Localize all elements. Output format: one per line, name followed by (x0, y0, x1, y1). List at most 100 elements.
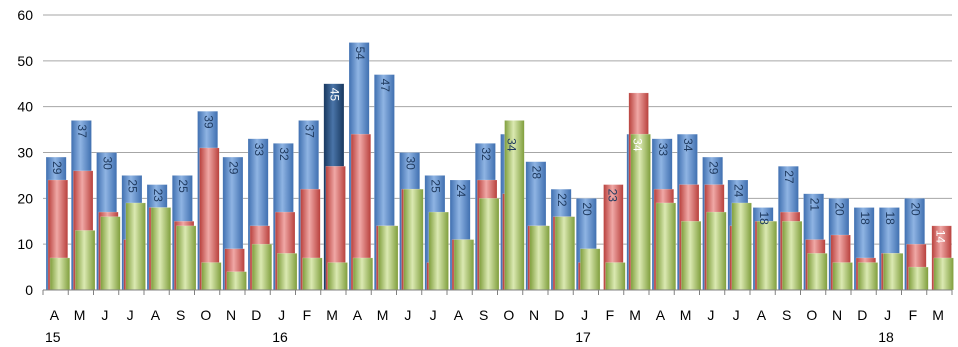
series-3-bar (403, 188, 424, 291)
x-tick-label: O (806, 307, 817, 323)
x-tick-label: O (503, 307, 514, 323)
data-label: 18 (757, 212, 771, 226)
x-tick-label: N (226, 307, 236, 323)
y-tick-label: 50 (17, 53, 33, 69)
x-tick-label: S (479, 307, 488, 323)
series-3-bar (857, 262, 879, 291)
data-label: 22 (555, 193, 569, 207)
series-3-bar (251, 243, 273, 291)
series-3-bar (226, 271, 247, 291)
y-tick-label: 20 (17, 190, 33, 206)
x-tick-label: N (529, 307, 539, 323)
x-tick-label: D (251, 307, 261, 323)
x-tick-label: D (554, 307, 564, 323)
data-label: 30 (403, 157, 417, 171)
x-tick-label: F (303, 307, 312, 323)
y-tick-label: 30 (17, 145, 33, 161)
series-3-bar (908, 266, 929, 291)
x-tick-label: J (278, 307, 285, 323)
year-label: 17 (575, 329, 591, 345)
x-tick-label: A (656, 307, 666, 323)
x-tick-label: N (832, 307, 842, 323)
data-label: 24 (732, 184, 746, 198)
series-3-bar (378, 225, 399, 291)
y-axis: 0 10 20 30 40 50 60 (17, 7, 33, 298)
x-tick-label: M (74, 307, 86, 323)
series-3-bar (605, 262, 626, 291)
x-tick-label: M (932, 307, 944, 323)
data-label: 47 (378, 79, 392, 93)
x-tick-label: J (733, 307, 740, 323)
data-label: 30 (100, 157, 114, 171)
series-3-bar (529, 225, 550, 291)
y-tick-label: 0 (25, 282, 33, 298)
data-label: 29 (706, 161, 720, 175)
year-label: 15 (45, 329, 61, 345)
year-label: 16 (272, 329, 288, 345)
series-3-bar (479, 198, 500, 291)
x-tick-label: M (680, 307, 692, 323)
x-tick-label: A (353, 307, 363, 323)
data-label: 33 (656, 143, 670, 157)
series-3-bar (883, 253, 904, 291)
x-tick-label: A (50, 307, 60, 323)
x-tick-label: A (151, 307, 161, 323)
series-3-bar (554, 216, 576, 291)
data-label: 25 (429, 179, 443, 193)
series-3-bar (49, 257, 71, 291)
x-tick-label: J (101, 307, 108, 323)
data-label: 18 (883, 212, 897, 226)
data-label: 28 (530, 166, 544, 180)
series-3-bar (277, 253, 298, 291)
y-tick-label: 40 (17, 99, 33, 115)
data-label: 45 (328, 88, 342, 102)
x-tick-label: S (176, 307, 185, 323)
x-tick-label: J (127, 307, 134, 323)
x-tick-label: S (782, 307, 791, 323)
data-label: 20 (580, 202, 594, 216)
x-tick-label: J (430, 307, 437, 323)
series-3-bar (75, 230, 96, 291)
series-3-bar (832, 262, 853, 291)
series-3-bar (630, 133, 651, 291)
series-3-bar (100, 216, 121, 291)
data-label: 24 (454, 184, 468, 198)
series-3-bar (933, 257, 954, 291)
year-label: 18 (878, 329, 894, 345)
x-tick-label: M (629, 307, 641, 323)
series-3-bar (681, 221, 702, 291)
x-tick-label: A (454, 307, 464, 323)
series-3-bar (782, 221, 803, 291)
data-label: 20 (833, 202, 847, 216)
x-tick-label: A (757, 307, 767, 323)
data-label: 20 (908, 202, 922, 216)
data-label: 18 (858, 212, 872, 226)
data-label: 34 (681, 138, 695, 152)
data-label: 23 (605, 189, 619, 203)
bars (45, 42, 954, 291)
series-3-bar (327, 262, 348, 291)
x-tick-label: J (404, 307, 411, 323)
series-3-bar (150, 207, 172, 291)
data-label: 39 (201, 115, 215, 129)
series-3-bar (302, 257, 323, 291)
series-3-bar (807, 253, 828, 291)
series-3-bar (655, 202, 677, 291)
series-3-bar (453, 239, 475, 291)
x-tick-label: J (707, 307, 714, 323)
series-3-bar (706, 211, 727, 291)
data-label: 34 (631, 138, 645, 152)
x-tick-label: M (377, 307, 389, 323)
data-label: 37 (75, 124, 89, 138)
series-3-bar (125, 202, 146, 291)
data-labels: 29 37 30 25 23 25 39 29 33 32 37 45 54 47 30 25 24 32 34 28… (50, 47, 948, 244)
y-tick-label: 60 (17, 7, 33, 23)
x-tick-label: J (884, 307, 891, 323)
data-label: 27 (782, 170, 796, 184)
series-3-bar (176, 225, 197, 291)
x-tick-label: M (326, 307, 338, 323)
data-label: 34 (504, 138, 518, 152)
data-label: 33 (252, 143, 266, 157)
data-label: 54 (353, 47, 367, 61)
x-tick-label: F (606, 307, 615, 323)
